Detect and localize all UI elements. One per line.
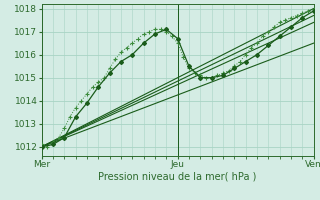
X-axis label: Pression niveau de la mer( hPa ): Pression niveau de la mer( hPa ) — [99, 172, 257, 182]
